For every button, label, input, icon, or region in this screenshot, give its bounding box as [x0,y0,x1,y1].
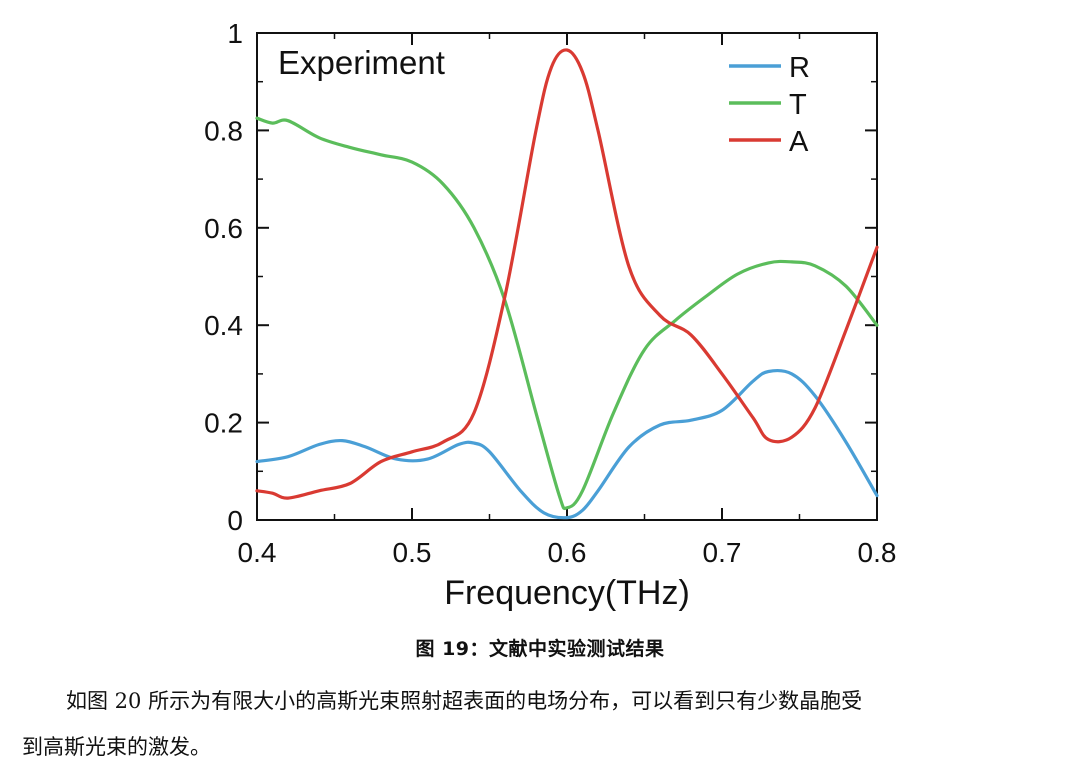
series-line-t [255,116,879,511]
x-tick-label: 0.7 [703,537,742,568]
x-tick-label: 0.6 [548,537,587,568]
figure-caption: 图 19：文献中实验测试结果 [415,638,665,660]
y-tick-label: 0.6 [204,213,243,244]
y-tick-label: 0.8 [204,115,243,146]
paragraph-line-2: 到高斯光束的激发。 [22,735,211,759]
series-lines [255,48,879,520]
plot-frame [256,32,878,521]
x-tick-label: 0.4 [238,537,277,568]
series-line-r [255,369,879,520]
x-tick-label: 0.5 [393,537,432,568]
y-tick-label: 1 [227,18,243,49]
x-axis-label: Frequency(THz) [444,574,690,612]
series-line-a [255,48,879,500]
y-tick-label: 0.4 [204,310,243,341]
experiment-chart: 0.4 0.5 0.6 0.7 0.8 0 0.2 0.4 0.6 0.8 1 Experiment… [204,18,896,612]
plot-area-border [256,32,878,521]
legend-label-a: A [789,126,809,158]
legend-label-t: T [789,89,807,121]
x-tick-label: 0.8 [858,537,897,568]
y-tick-label: 0 [227,505,243,536]
legend-label-r: R [789,52,810,84]
legend: RTA [729,52,810,158]
axis-ticks: 0.4 0.5 0.6 0.7 0.8 0 0.2 0.4 0.6 0.8 1 [204,18,896,568]
chart-title: Experiment [278,44,445,81]
paragraph-line-1: 如图 20 所示为有限大小的高斯光束照射超表面的电场分布，可以看到只有少数晶胞受 [66,689,863,713]
body-paragraph: 如图 20 所示为有限大小的高斯光束照射超表面的电场分布，可以看到只有少数晶胞受… [22,678,1070,770]
y-tick-label: 0.2 [204,408,243,439]
